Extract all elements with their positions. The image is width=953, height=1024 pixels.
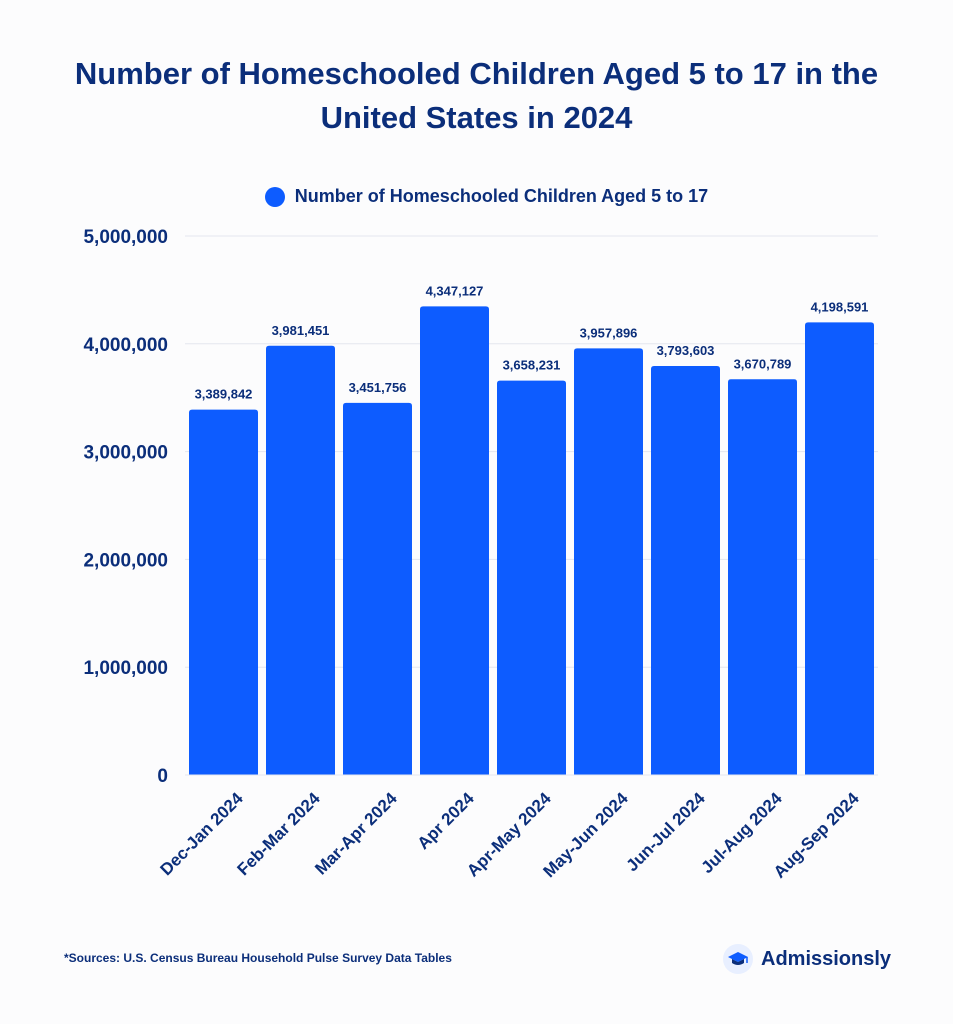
data-label: 3,981,451 <box>272 323 330 338</box>
chart-legend: Number of Homeschooled Children Aged 5 t… <box>0 186 953 207</box>
legend-label: Number of Homeschooled Children Aged 5 t… <box>294 186 709 206</box>
data-label: 3,389,842 <box>195 387 253 402</box>
chart-title-line-1: Number of Homeschooled Children Aged 5 t… <box>74 56 879 91</box>
chart-title-line-2: United States in 2024 <box>320 100 633 135</box>
bar <box>651 366 720 775</box>
bar-chart: 0 1,000,000 2,000,000 3,000,000 4,000,000 5,0… <box>83 227 878 882</box>
bar <box>728 379 797 775</box>
bar <box>497 380 566 775</box>
chart-title: Number of Homeschooled Children Aged 5 t… <box>0 52 953 140</box>
legend-swatch <box>264 186 285 207</box>
data-label: 3,658,231 <box>503 358 561 373</box>
data-label: 3,670,789 <box>734 356 792 371</box>
data-label: 3,957,896 <box>580 325 638 340</box>
x-tick-label: Jul-Aug 2024 <box>698 788 787 877</box>
brand-name: Admissionsly <box>761 947 892 970</box>
y-tick-label: 4,000,000 <box>83 335 168 356</box>
y-tick-label: 3,000,000 <box>83 443 168 464</box>
bar <box>189 409 258 775</box>
source-footnote: *Sources: U.S. Census Bureau Household P… <box>64 951 452 965</box>
brand-logo: Admissionsly <box>723 944 891 974</box>
bar <box>343 402 412 775</box>
x-tick-label: Jun-Jul 2024 <box>623 789 710 876</box>
graduation-cap-icon <box>723 944 753 974</box>
y-tick-label: 0 <box>157 766 168 787</box>
y-tick-label: 1,000,000 <box>83 658 168 679</box>
x-tick-label: Apr 2024 <box>414 788 479 853</box>
bar <box>420 306 489 775</box>
bar <box>805 322 874 775</box>
x-tick-label: Mar-Apr 2024 <box>311 788 401 878</box>
data-label: 3,793,603 <box>657 343 715 358</box>
y-tick-label: 5,000,000 <box>83 227 168 248</box>
data-label: 4,198,591 <box>811 299 869 314</box>
data-label: 3,451,756 <box>349 380 407 395</box>
bar <box>266 345 335 775</box>
data-label: 4,347,127 <box>426 283 484 298</box>
y-tick-label: 2,000,000 <box>83 550 168 571</box>
bar <box>574 348 643 775</box>
